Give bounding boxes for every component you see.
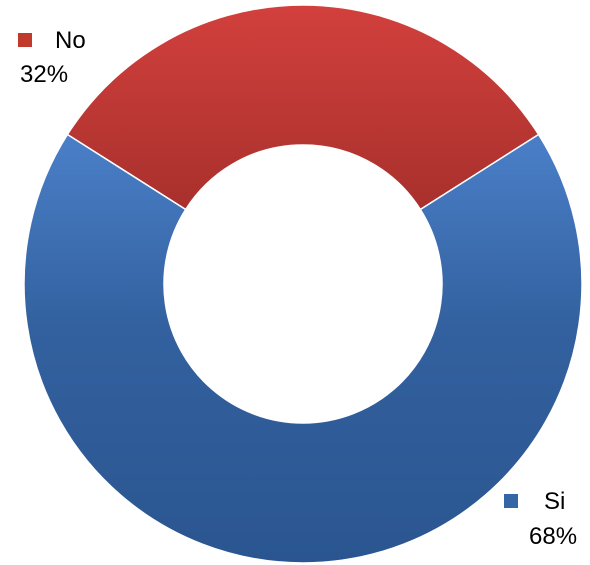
- donut-slice-si: [23, 133, 583, 564]
- data-label-no: No 32%: [18, 27, 86, 88]
- slice-name-no: No: [55, 27, 86, 54]
- data-label-si: Si 68%: [504, 488, 577, 550]
- slice-percent-si: 68%: [529, 523, 577, 550]
- legend-swatch-si: [504, 494, 518, 508]
- slice-name-si: Si: [544, 488, 565, 515]
- legend-swatch-no: [18, 33, 32, 47]
- donut-slice-no: [66, 4, 540, 211]
- slice-percent-no: 32%: [20, 61, 68, 88]
